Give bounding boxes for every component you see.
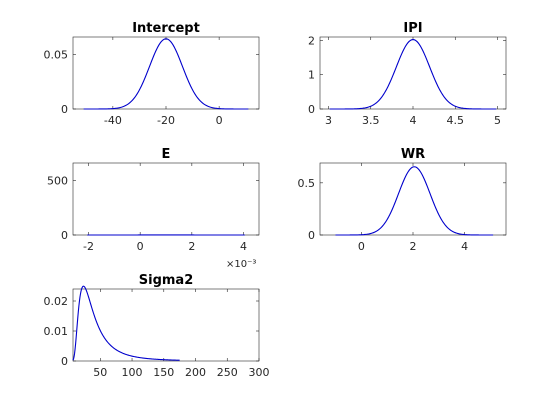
density-curve	[72, 285, 180, 361]
y-tick-label: 1	[308, 69, 315, 82]
y-tick-label: 0	[61, 103, 68, 116]
plot-title: IPI	[403, 21, 422, 36]
plot-frame	[319, 36, 507, 110]
ticks-layer: 3 3.5 4 4.5 5 0 1 2	[308, 34, 506, 127]
x-tick-label: 4	[240, 240, 247, 253]
plot-title: Sigma2	[139, 273, 194, 288]
plot-frame	[72, 36, 260, 110]
plot-frame	[72, 288, 260, 362]
x-tick-label: 2	[188, 240, 195, 253]
x-tick-label: 250	[217, 366, 238, 379]
y-tick-label: 0	[308, 229, 315, 242]
density-curve	[335, 166, 494, 236]
x-tick-label: 100	[122, 366, 143, 379]
x-tick-label: 2	[410, 240, 417, 253]
x-tick-label: 3.5	[362, 114, 380, 127]
y-tick-label: 0.01	[44, 325, 69, 338]
density-curve	[83, 38, 249, 110]
x-tick-label: -20	[157, 114, 175, 127]
subplot-ipi: IPI 3 3.5 4 4.5 5 0 1 2	[308, 21, 507, 127]
subplot-intercept: Intercept -40 -20 0 0 0.05	[44, 21, 260, 127]
x-tick-label: 150	[153, 366, 174, 379]
x-tick-label: 4.5	[447, 114, 465, 127]
x-tick-label: 0	[137, 240, 144, 253]
ticks-layer: -40 -20 0 0 0.05	[44, 37, 259, 127]
x-tick-label: 200	[185, 366, 206, 379]
x-tick-label: 5	[494, 114, 501, 127]
x-tick-label: 50	[93, 366, 107, 379]
ticks-layer: -2 0 2 4 0 500	[47, 163, 259, 253]
density-curve	[329, 39, 497, 110]
y-tick-label: 500	[47, 174, 68, 187]
x-axis-exponent: ×10⁻³	[226, 259, 256, 270]
subplot-wr: WR 0 2 4 0 0.5	[298, 147, 507, 253]
plot-frame	[319, 162, 507, 236]
y-tick-label: 0.02	[44, 295, 69, 308]
y-tick-label: 0	[61, 355, 68, 368]
x-tick-label: 0	[358, 240, 365, 253]
x-tick-label: 4	[461, 240, 468, 253]
subplot-e: E -2 0 2 4 0 500 ×10⁻³	[47, 147, 260, 270]
x-tick-label: -40	[104, 114, 122, 127]
plot-title: Intercept	[132, 21, 200, 36]
y-tick-label: 0	[308, 103, 315, 116]
x-tick-label: 3	[325, 114, 332, 127]
y-tick-label: 0.5	[298, 177, 316, 190]
plot-title: E	[162, 147, 171, 162]
x-tick-label: 0	[216, 114, 223, 127]
x-tick-label: 4	[410, 114, 417, 127]
y-tick-label: 0	[61, 229, 68, 242]
ticks-layer: 0 2 4 0 0.5	[298, 163, 506, 253]
plot-title: WR	[401, 147, 425, 162]
x-tick-label: -2	[83, 240, 94, 253]
ticks-layer: 50 100 150 200 250 300 0 0.01 0.02	[44, 289, 270, 379]
x-tick-label: 300	[249, 366, 270, 379]
plot-frame	[72, 162, 260, 236]
subplot-sigma2: Sigma2 50 100 150 200 250 300 0 0.01 0.02	[44, 273, 270, 379]
y-tick-label: 2	[308, 34, 315, 47]
y-tick-label: 0.05	[44, 48, 69, 61]
